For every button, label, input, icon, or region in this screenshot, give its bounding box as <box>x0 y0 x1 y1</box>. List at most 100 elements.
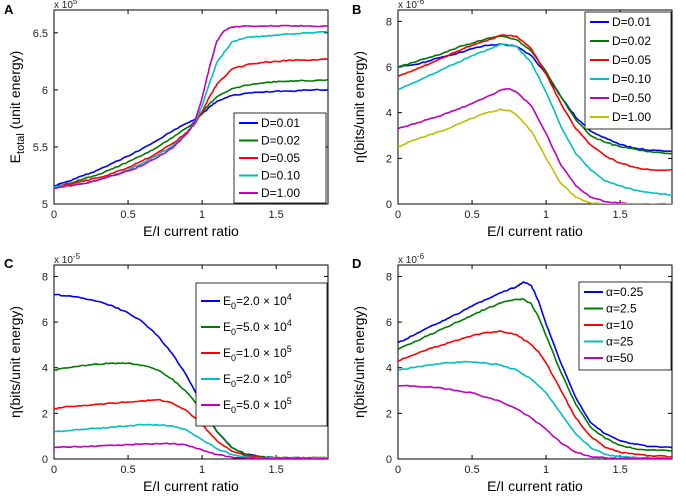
y-axis-label: Etotal (unit energy) <box>7 51 27 164</box>
legend-label: E0=1.0 × 105 <box>223 344 292 363</box>
series-line--50 <box>398 384 672 459</box>
y-multiplier: x 10-6 <box>398 0 425 11</box>
y-tick-label: 6 <box>386 62 392 74</box>
y-axis-label: η(bits/unit energy) <box>7 306 23 418</box>
legend-label: D=0.05 <box>612 53 651 67</box>
y-tick-label: 4 <box>386 363 392 375</box>
series-line-d-0-50 <box>398 87 672 204</box>
x-tick-label: 1 <box>543 209 549 221</box>
legend: D=0.01 D=0.02 D=0.05 D=0.10 D=0.50 D=1.00 <box>584 11 672 130</box>
x-tick-label: 0 <box>395 209 401 221</box>
y-tick-label: 4 <box>386 108 392 120</box>
series-line-e0-5-0-10-5 <box>54 442 328 459</box>
y-tick-label: 2 <box>386 408 392 420</box>
axes-box <box>397 264 673 460</box>
y-tick-label: 8 <box>386 271 392 283</box>
x-tick-label: 0.5 <box>120 209 135 221</box>
panel-letter: B <box>352 2 361 17</box>
legend-label: D=1.00 <box>261 186 300 200</box>
legend: E0=2.0 × 104 E0=5.0 × 104 E0=1.0 × 105 E0=2… <box>195 282 328 427</box>
legend-label: D=0.10 <box>612 72 651 86</box>
legend-label: D=0.01 <box>612 15 651 29</box>
x-tick-label: 0 <box>51 209 57 221</box>
series-line-d-0-01 <box>398 43 672 153</box>
x-tick-label: 1.5 <box>269 209 284 221</box>
x-tick-label: 1 <box>199 209 205 221</box>
y-tick-label: 6 <box>42 85 48 97</box>
axes-box <box>53 9 329 205</box>
y-tick-label: 0 <box>42 454 48 466</box>
legend: D=0.01 D=0.02 D=0.05 D=0.10 D=1.00 <box>233 112 327 204</box>
y-tick-label: 8 <box>386 16 392 28</box>
y-tick-label: 2 <box>386 153 392 165</box>
y-tick-label: 5 <box>42 199 48 211</box>
legend-label: E0=5.0 × 104 <box>223 318 292 337</box>
legend-label: α=2.5 <box>606 302 637 316</box>
legend-label: D=0.10 <box>261 169 300 183</box>
series-line--25 <box>398 360 672 459</box>
series-line-d-1-00 <box>54 24 328 190</box>
y-multiplier: x 10-5 <box>54 252 81 266</box>
panel-letter: C <box>4 256 14 271</box>
y-tick-label: 6 <box>386 317 392 329</box>
x-axis-label: E/I current ratio <box>143 478 239 494</box>
panel-d: D 0 0.5 1 1.5 0 2 4 6 8 x 10-6 E/I current ratio η(b… <box>351 252 673 494</box>
y-tick-label: 4 <box>42 363 48 375</box>
y-tick-label: 2 <box>42 408 48 420</box>
legend-label: α=50 <box>606 351 634 365</box>
y-tick-label: 0 <box>386 454 392 466</box>
legend: α=0.25 α=2.5 α=10 α=25 α=50 <box>578 281 672 371</box>
legend-label: α=25 <box>606 335 634 349</box>
x-tick-label: 1.5 <box>269 464 284 476</box>
panel-c: C 0 0.5 1 1.5 0 2 4 6 8 x 10-5 E/I current ratio η(b… <box>4 252 329 494</box>
y-axis-label: η(bits/unit energy) <box>351 306 367 418</box>
legend-label: D=0.05 <box>261 151 300 165</box>
series-line--10 <box>398 330 672 458</box>
panel-b: B 0 0.5 1 1.5 0 2 4 6 8 x 10-6 E/I current ratio η(b… <box>351 0 673 239</box>
legend-label: E0=5.0 × 105 <box>223 396 292 415</box>
legend-label: E0=2.0 × 105 <box>223 370 292 389</box>
series-line-e0-2-0-10-5 <box>54 423 328 459</box>
x-tick-label: 1 <box>543 464 549 476</box>
panel-a: A 0 0.5 1 1.5 5 5.5 6 6.5 x 105 E/I current ratio E… <box>4 0 329 239</box>
axes-box <box>397 9 673 205</box>
series-line--0-25 <box>398 281 672 449</box>
panel-letter: A <box>4 2 14 17</box>
legend-label: D=0.01 <box>261 116 300 130</box>
x-tick-label: 1 <box>199 464 205 476</box>
y-axis-label: η(bits/unit energy) <box>351 51 367 163</box>
series-line-d-0-05 <box>398 34 672 172</box>
y-tick-label: 0 <box>386 199 392 211</box>
x-tick-label: 1.5 <box>613 464 628 476</box>
legend-label: α=0.25 <box>606 285 644 299</box>
legend-label: E0=2.0 × 104 <box>223 292 292 311</box>
legend-label: D=0.02 <box>612 34 651 48</box>
panel-letter: D <box>352 256 361 271</box>
series-line-d-1-00 <box>398 108 672 204</box>
x-tick-label: 0 <box>51 464 57 476</box>
x-tick-label: 0.5 <box>464 209 479 221</box>
x-tick-label: 0 <box>395 464 401 476</box>
y-tick-label: 6 <box>42 317 48 329</box>
legend-box <box>584 11 672 130</box>
series-line-d-0-10 <box>398 43 672 196</box>
series-line-d-0-02 <box>398 35 672 155</box>
axes-box <box>53 264 329 460</box>
y-multiplier: x 10-6 <box>398 252 425 266</box>
y-tick-label: 8 <box>42 271 48 283</box>
legend-label: D=1.00 <box>612 110 651 124</box>
legend-label: D=0.02 <box>261 134 300 148</box>
y-tick-label: 5.5 <box>33 142 48 154</box>
x-tick-label: 0.5 <box>120 464 135 476</box>
x-tick-label: 1.5 <box>613 209 628 221</box>
x-axis-label: E/I current ratio <box>487 478 583 494</box>
legend-label: D=0.50 <box>612 91 651 105</box>
x-axis-label: E/I current ratio <box>487 223 583 239</box>
y-multiplier: x 105 <box>54 0 78 11</box>
series-line--2-5 <box>398 297 672 452</box>
y-tick-label: 6.5 <box>33 28 48 40</box>
x-tick-label: 0.5 <box>464 464 479 476</box>
legend-label: α=10 <box>606 318 634 332</box>
legend-box <box>195 282 328 427</box>
